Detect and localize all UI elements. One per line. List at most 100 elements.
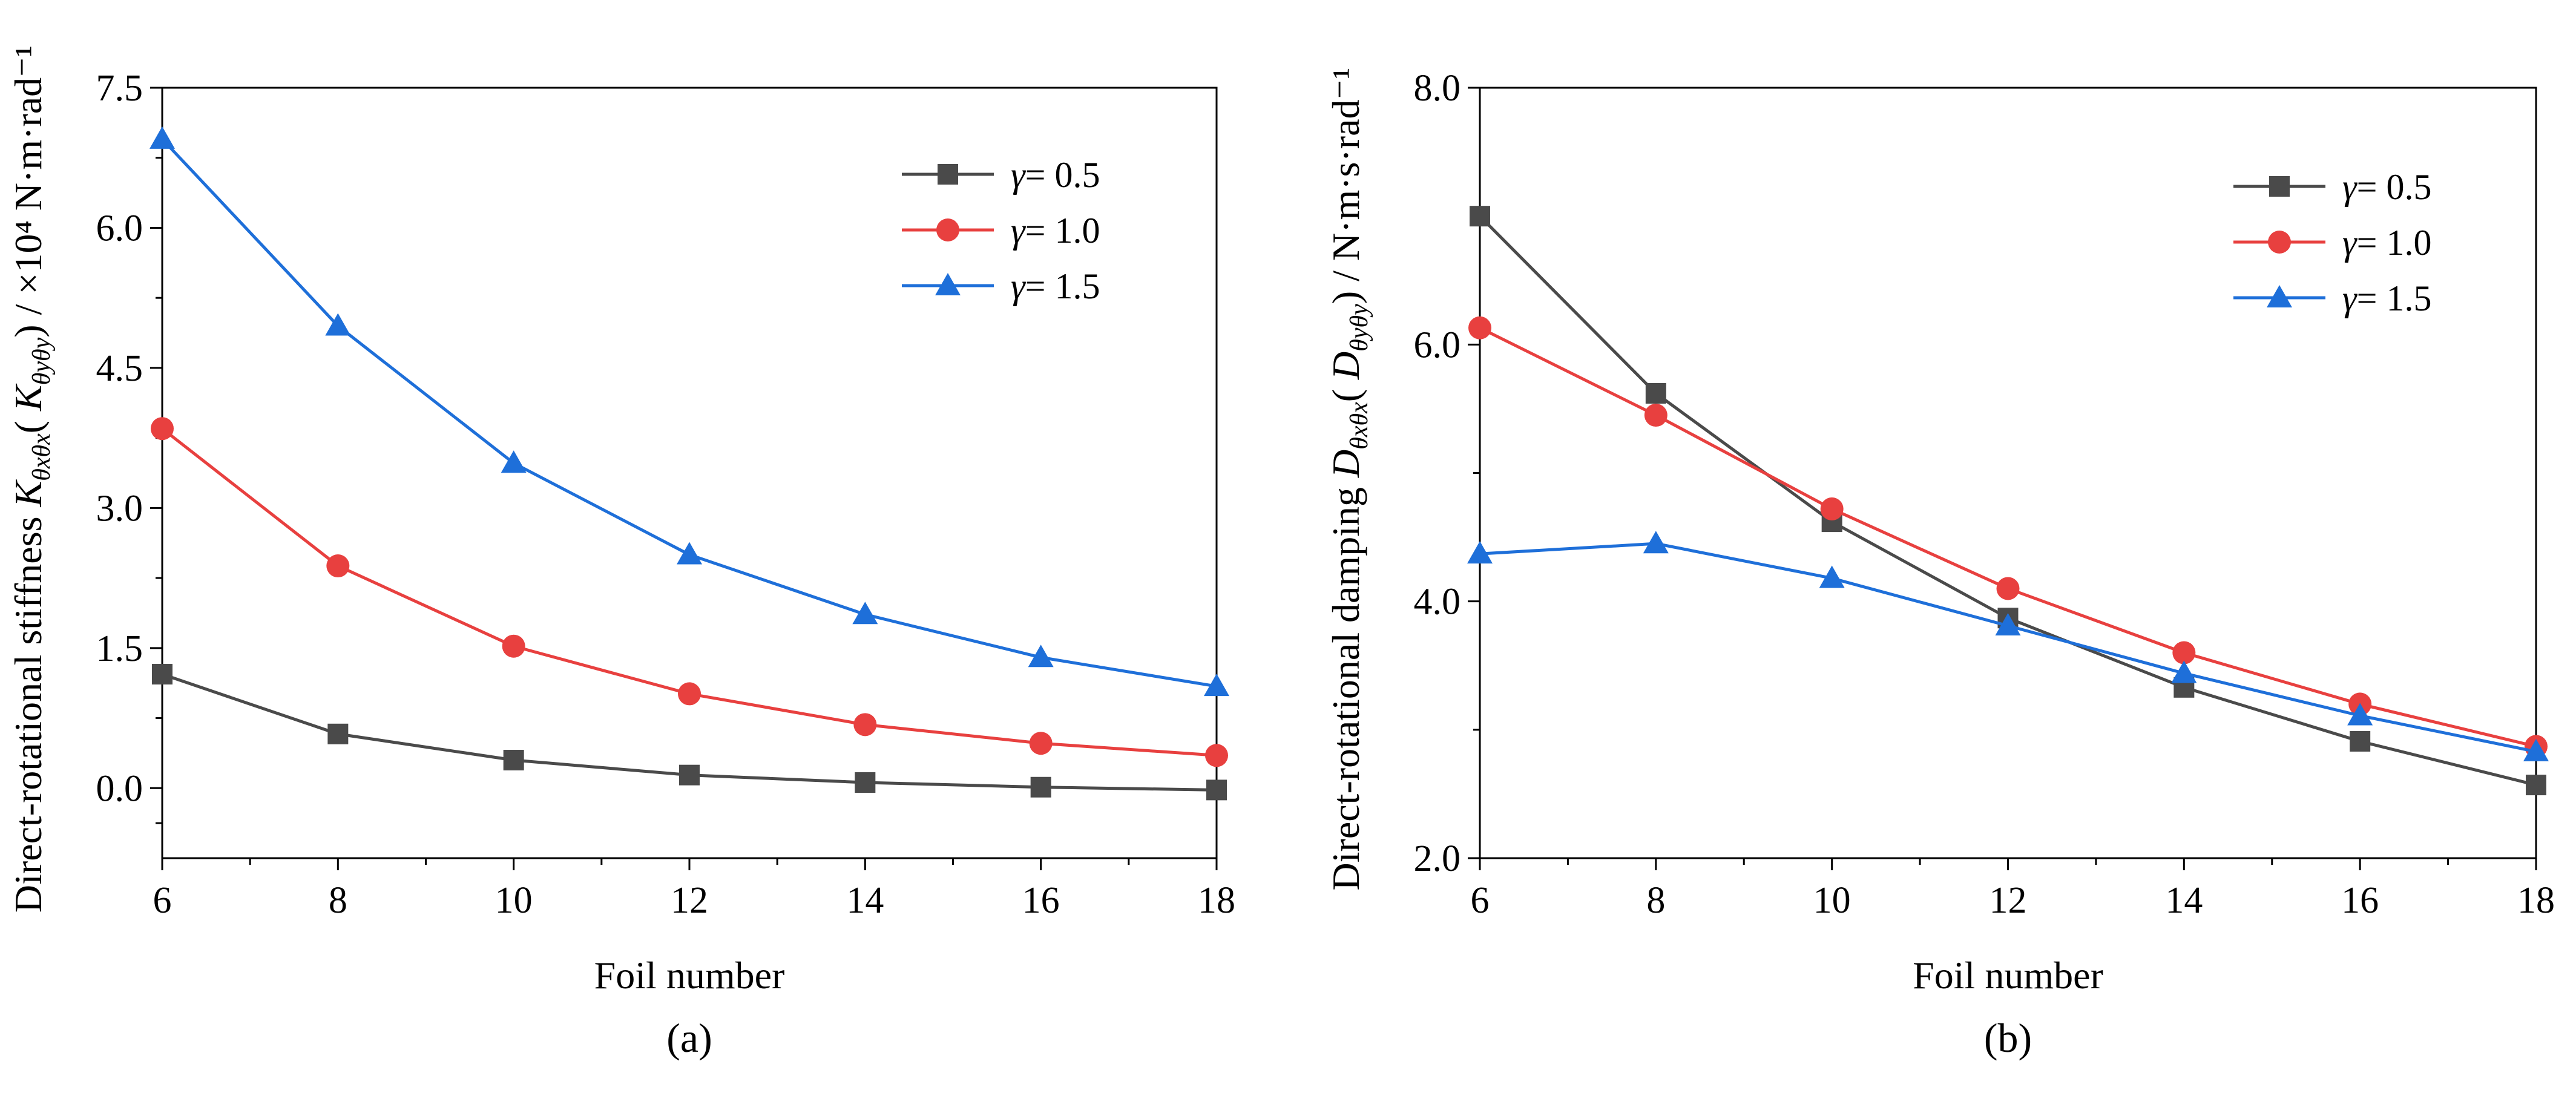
series-line	[1479, 542, 2537, 753]
y-axis-title-subscript: θxθx	[1346, 402, 1373, 450]
data-point	[1028, 645, 1054, 668]
legend-swatch-marker	[935, 273, 961, 295]
x-tick-label: 8	[1646, 880, 1665, 921]
y-tick-label: 8.0	[1414, 68, 1461, 109]
data-point	[679, 764, 700, 786]
data-point	[1996, 577, 2020, 600]
data-point	[1030, 776, 1051, 798]
data-point	[2350, 730, 2371, 752]
y-axis-title-mid: (	[7, 411, 50, 433]
chart-panel-b: 6 8 10 12 14 16 18 2.0 4.0 6.0 8.0 Foil number Direc…	[1324, 68, 2555, 1061]
series-line	[1479, 326, 2537, 748]
data-point	[852, 602, 878, 625]
x-tick-label: 10	[1813, 880, 1851, 921]
series-circle	[1468, 316, 2548, 758]
legend-swatch-marker	[936, 218, 959, 241]
legend-label: = 1.5	[2357, 278, 2432, 318]
data-point	[2526, 775, 2546, 796]
y-axis-title-symbol: K	[7, 479, 50, 507]
data-point	[1995, 612, 2021, 635]
legend-swatch-marker	[2267, 285, 2292, 307]
data-point	[2172, 641, 2196, 664]
legend-greek: γ	[2342, 278, 2358, 318]
legend-label: = 0.5	[1025, 155, 1100, 195]
y-axis-title-prefix: Direct-rotational stiffness	[7, 507, 50, 913]
y-axis-title-symbol-2: K	[7, 383, 50, 412]
data-point	[1820, 497, 1844, 520]
x-tick-label: 14	[2165, 880, 2203, 921]
panel-label: (b)	[1984, 1015, 2032, 1061]
y-tick-label: 1.5	[96, 628, 143, 669]
y-axis-title-prefix: Direct-rotational damping	[1324, 477, 1367, 890]
data-point	[1029, 732, 1053, 755]
plot-frame	[161, 87, 1218, 859]
x-tick-label: 10	[495, 880, 533, 921]
legend-greek: γ	[2342, 167, 2358, 207]
legend-label: = 0.5	[2357, 167, 2432, 207]
data-point	[1204, 674, 1229, 697]
series-circle	[151, 417, 1228, 767]
data-point	[1206, 779, 1227, 801]
data-point	[327, 723, 349, 744]
x-tick-label: 12	[671, 880, 708, 921]
legend-label: = 1.5	[1025, 266, 1100, 306]
legend-swatch-marker	[938, 164, 958, 185]
legend-entry: γ= 1.0	[1011, 211, 1100, 251]
y-axis-title-symbol: D	[1324, 450, 1367, 478]
data-point	[1467, 541, 1493, 564]
legend-label: = 1.0	[1025, 211, 1100, 251]
legend-entry: γ= 0.5	[2342, 167, 2432, 207]
series-triangle	[1467, 531, 2549, 761]
legend-entry: γ= 1.5	[1011, 266, 1100, 306]
data-point	[677, 542, 702, 565]
x-tick-label: 14	[846, 880, 884, 921]
y-axis-title-mid: (	[1324, 379, 1367, 402]
data-point	[1205, 744, 1228, 767]
x-tick-label: 8	[329, 880, 347, 921]
x-tick-label: 12	[1990, 880, 2027, 921]
y-axis-title-subscript-2: θyθy	[1346, 304, 1373, 352]
series-line	[161, 427, 1217, 757]
y-tick-label: 0.0	[96, 768, 143, 809]
data-point	[855, 772, 876, 793]
data-point	[151, 417, 174, 441]
data-point	[2523, 738, 2549, 761]
data-point	[1819, 565, 1845, 588]
data-point	[1645, 382, 1666, 404]
x-axis-title: Foil number	[1913, 954, 2103, 997]
data-point	[678, 682, 701, 706]
y-tick-label: 3.0	[96, 488, 143, 529]
legend-entry: γ= 1.0	[2342, 223, 2432, 263]
y-axis-title-subscript-2: θyθy	[28, 337, 56, 385]
data-point	[2171, 660, 2197, 683]
legend-greek: γ	[2342, 223, 2358, 263]
y-axis-title: Direct-rotational damping Dθxθx( Dθyθy) …	[1324, 68, 1373, 891]
x-tick-label: 16	[2341, 880, 2379, 921]
x-axis-title: Foil number	[594, 954, 785, 997]
y-tick-label: 6.0	[1414, 324, 1461, 366]
data-point	[503, 749, 524, 770]
y-axis-title-symbol-2: D	[1324, 352, 1367, 380]
x-tick-label: 16	[1022, 880, 1060, 921]
series-triangle	[150, 126, 1229, 697]
legend-greek: γ	[1011, 155, 1026, 195]
data-point	[2347, 703, 2373, 726]
data-point	[853, 713, 877, 737]
x-tick-label: 6	[153, 880, 172, 921]
legend-greek: γ	[1011, 266, 1026, 306]
x-tick-label: 6	[1471, 880, 1490, 921]
y-tick-label: 7.5	[96, 68, 143, 109]
legend-swatch-marker	[2268, 231, 2291, 254]
y-axis-title: Direct-rotational stiffness Kθxθx( Kθyθy…	[7, 45, 56, 913]
y-axis-title-subscript: θxθx	[28, 433, 56, 481]
series-square	[152, 664, 1227, 801]
chart-panel-a: 6 8 10 12 14 16 18 0.0 1.5 3.0 4.5 6.0 7.5 Foil numbe…	[7, 45, 1235, 1061]
panel-label: (a)	[666, 1015, 712, 1061]
legend-label: = 1.0	[2357, 223, 2432, 263]
x-tick-label: 18	[2517, 880, 2555, 921]
y-tick-label: 2.0	[1414, 838, 1461, 879]
data-point	[325, 313, 351, 336]
data-point	[502, 634, 525, 658]
data-point	[1468, 316, 1491, 340]
